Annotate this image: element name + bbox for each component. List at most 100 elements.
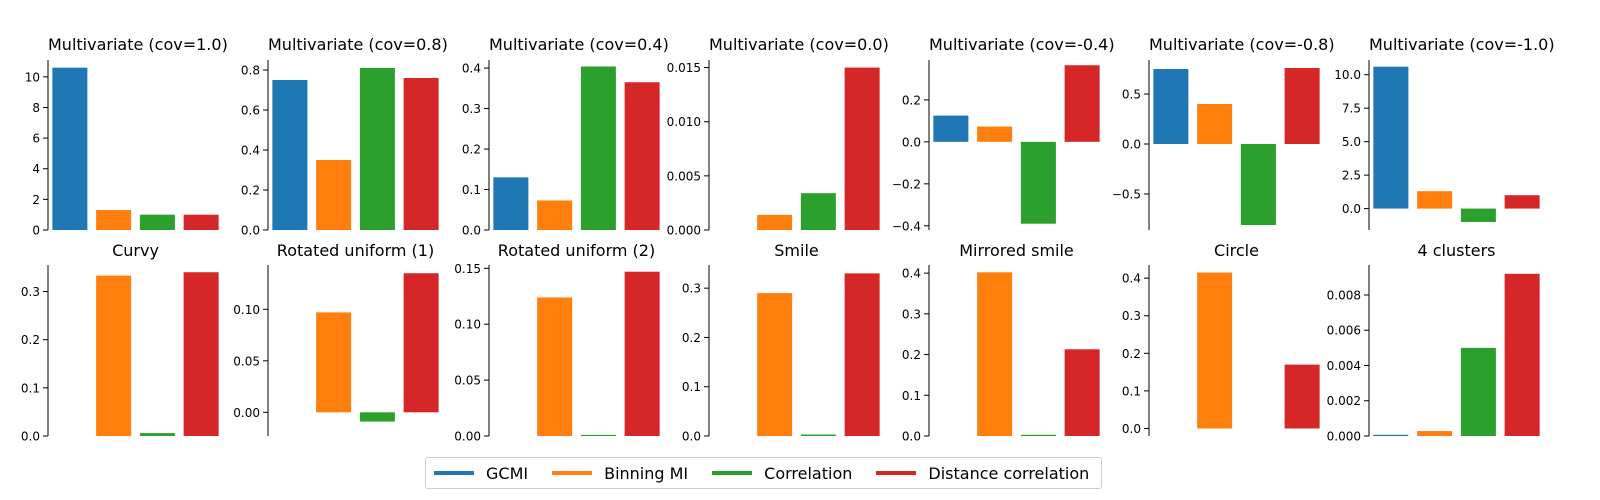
- panel-3-y-tick-label-0: 0.0: [462, 224, 481, 238]
- panel-2-bar-correlation: [359, 68, 395, 230]
- panel-10-bar-binning-mi: [537, 297, 573, 436]
- panel-5-title: Multivariate (cov=-0.4): [929, 35, 1115, 54]
- panel-2-y-tick-label-0: 0.0: [241, 224, 260, 238]
- panel-10: Rotated uniform (2) 0.00 0.05 0.10 0.15: [454, 241, 660, 444]
- legend-label-binning-mi: Binning MI: [604, 463, 689, 483]
- panel-4-bar-binning-mi: [757, 214, 793, 230]
- panel-10-y-tick-label-2: 0.10: [454, 318, 481, 332]
- panel-1-bar-correlation: [139, 214, 175, 230]
- panel-12-bar-distance-correlation: [1064, 349, 1100, 436]
- panel-6: Multivariate (cov=-0.8) −0.5 0.0 0.5: [1112, 35, 1335, 230]
- panel-8: Curvy 0.0 0.1 0.2 0.3: [21, 241, 219, 444]
- panel-3-y-tick-label-4: 0.4: [462, 62, 481, 76]
- legend-swatch-binning-mi: [552, 471, 593, 475]
- panel-14-bar-distance-correlation: [1504, 273, 1540, 436]
- panel-10-y-tick-label-1: 0.05: [454, 374, 481, 388]
- panel-5-bar-correlation: [1020, 141, 1056, 224]
- panel-12-y-tick-label-4: 0.4: [902, 267, 921, 281]
- panel-11-title: Smile: [774, 241, 818, 260]
- panel-8-bar-correlation: [139, 433, 175, 436]
- panel-5-bar-gcmi: [933, 115, 969, 142]
- panel-14-y-tick-label-2: 0.004: [1327, 359, 1361, 373]
- panel-5-y-tick-label-0: −0.4: [892, 219, 921, 233]
- panel-6-bar-binning-mi: [1197, 104, 1233, 144]
- panel-13-bar-binning-mi: [1197, 272, 1233, 429]
- panel-14-y-tick-label-3: 0.006: [1327, 324, 1361, 338]
- panel-5-y-tick-label-2: 0.0: [902, 135, 921, 149]
- panel-13-y-tick-label-2: 0.2: [1122, 347, 1141, 361]
- panel-14-y-tick-label-4: 0.008: [1327, 288, 1361, 302]
- panel-9-y-tick-label-0: 0.00: [233, 406, 260, 420]
- panel-9-bar-binning-mi: [316, 312, 352, 413]
- panel-2-y-tick-label-2: 0.4: [241, 144, 260, 158]
- panel-9-y-tick-label-2: 0.10: [233, 303, 260, 317]
- panel-8-y-tick-label-3: 0.3: [21, 285, 40, 299]
- panel-14-bar-gcmi: [1373, 434, 1409, 436]
- panel-2-bar-gcmi: [272, 80, 308, 230]
- panel-11-y-tick-label-1: 0.1: [682, 380, 701, 394]
- panel-8-y-tick-label-1: 0.1: [21, 381, 40, 395]
- panel-1-y-tick-label-0: 0: [32, 224, 40, 238]
- panel-5: Multivariate (cov=-0.4) −0.4 −0.2 0.0 0.2: [892, 35, 1115, 233]
- legend-label-distance-correlation: Distance correlation: [928, 463, 1090, 483]
- panel-2-bar-binning-mi: [316, 160, 352, 230]
- panel-10-title: Rotated uniform (2): [498, 241, 655, 260]
- panel-12-bar-correlation: [1020, 434, 1056, 436]
- legend-item-gcmi: GCMI: [434, 464, 528, 483]
- panel-4-y-tick-label-0: 0.000: [667, 224, 701, 238]
- panel-3-y-tick-label-1: 0.1: [462, 183, 481, 197]
- panel-7-y-tick-label-2: 5.0: [1342, 135, 1361, 149]
- panel-9-bar-correlation: [359, 412, 395, 422]
- panel-13: Circle 0.0 0.1 0.2 0.3 0.4: [1122, 241, 1320, 436]
- panel-13-y-tick-label-4: 0.4: [1122, 272, 1141, 286]
- panel-2-y-tick-label-3: 0.6: [241, 104, 260, 118]
- panel-8-y-tick-label-2: 0.2: [21, 333, 40, 347]
- panel-8-title: Curvy: [112, 241, 159, 260]
- panel-4-bar-distance-correlation: [844, 67, 880, 230]
- panel-3-title: Multivariate (cov=0.4): [489, 35, 669, 54]
- panel-11: Smile 0.0 0.1 0.2 0.3: [682, 241, 880, 444]
- panel-11-y-tick-label-0: 0.0: [682, 430, 701, 444]
- panel-1-y-tick-label-4: 8: [32, 101, 40, 115]
- panel-3: Multivariate (cov=0.4) 0.0 0.1 0.2 0.3 0.4: [462, 35, 669, 238]
- panel-14: 4 clusters 0.000 0.002 0.004 0.006 0.008: [1327, 241, 1540, 444]
- panel-10-y-tick-label-0: 0.00: [454, 430, 481, 444]
- legend-label-gcmi: GCMI: [486, 463, 529, 483]
- panel-13-y-tick-label-1: 0.1: [1122, 384, 1141, 398]
- panel-14-bar-binning-mi: [1417, 431, 1453, 436]
- panel-7-bar-gcmi: [1373, 66, 1409, 209]
- panel-4-bar-correlation: [800, 193, 836, 230]
- panel-12-y-tick-label-1: 0.1: [902, 389, 921, 403]
- panel-14-bar-correlation: [1460, 347, 1496, 436]
- panel-10-y-tick-label-3: 0.15: [454, 262, 481, 276]
- panel-1-title: Multivariate (cov=1.0): [48, 35, 228, 54]
- panel-12: Mirrored smile 0.0 0.1 0.2 0.3 0.4: [902, 241, 1100, 444]
- panel-6-bar-correlation: [1240, 144, 1276, 225]
- panel-10-bar-distance-correlation: [624, 271, 660, 436]
- panel-8-bar-distance-correlation: [183, 272, 219, 436]
- panel-11-y-tick-label-2: 0.2: [682, 331, 701, 345]
- legend-swatch-distance-correlation: [876, 471, 917, 475]
- panel-5-y-tick-label-3: 0.2: [902, 93, 921, 107]
- panel-11-bar-binning-mi: [757, 293, 793, 436]
- panel-8-y-tick-label-0: 0.0: [21, 430, 40, 444]
- panel-3-bar-binning-mi: [537, 200, 573, 230]
- panel-7-title: Multivariate (cov=-1.0): [1369, 35, 1555, 54]
- panel-6-bar-distance-correlation: [1284, 68, 1320, 144]
- panel-7-y-tick-label-3: 7.5: [1342, 102, 1361, 116]
- panel-7-bar-correlation: [1460, 208, 1496, 222]
- panel-3-bar-correlation: [580, 66, 616, 230]
- panel-3-bar-gcmi: [493, 177, 529, 230]
- panel-4: Multivariate (cov=0.0) 0.000 0.005 0.010 0.0…: [667, 35, 889, 238]
- panel-11-y-tick-label-3: 0.3: [682, 282, 701, 296]
- panel-6-bar-gcmi: [1153, 69, 1189, 144]
- legend-item-correlation: Correlation: [712, 464, 852, 483]
- panel-1-bar-gcmi: [52, 67, 88, 230]
- panel-1-y-tick-label-5: 10: [25, 70, 40, 84]
- panel-10-bar-correlation: [580, 434, 616, 436]
- panel-4-y-tick-label-1: 0.005: [667, 169, 701, 183]
- panel-11-bar-distance-correlation: [844, 273, 880, 436]
- panel-12-bar-binning-mi: [977, 272, 1013, 436]
- panel-4-y-tick-label-2: 0.010: [667, 115, 701, 129]
- panel-1: Multivariate (cov=1.0) 0 2 4 6 8 10: [25, 35, 228, 238]
